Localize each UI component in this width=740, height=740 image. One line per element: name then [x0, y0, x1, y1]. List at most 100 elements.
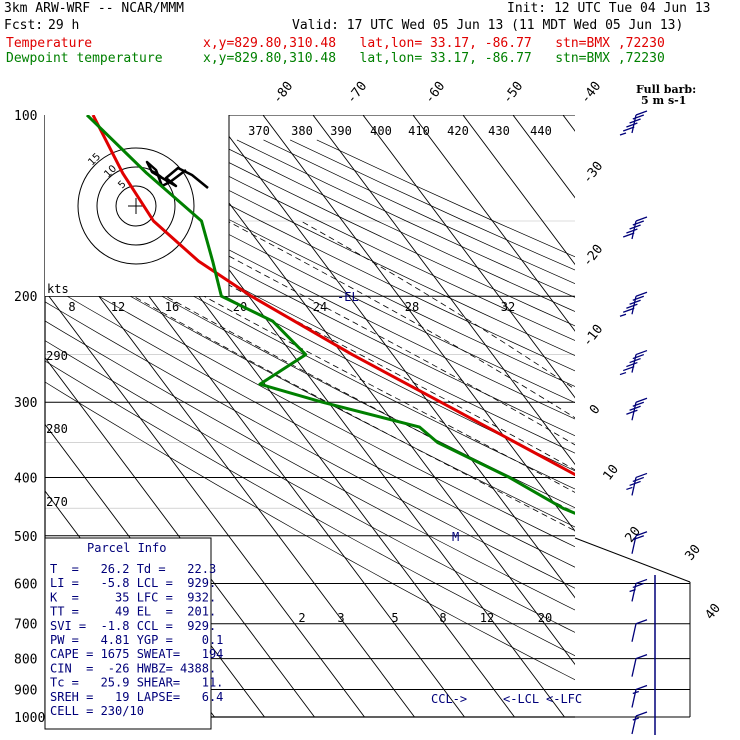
isotherm-label: -20 [580, 242, 606, 270]
parcel-info-row: CELL = 230/10 [50, 704, 144, 718]
mixing-ratio-label: 12 [480, 611, 494, 625]
pressure-tick-800: 800 [14, 653, 37, 668]
parcel-info-title: Parcel Info [87, 541, 166, 555]
wind-barb-900 [631, 684, 648, 708]
hodograph-ring [77, 147, 195, 265]
hodograph-ring [115, 185, 157, 227]
dry-adiabat [45, 282, 575, 568]
dry-adiabat [77, 139, 575, 387]
isotherm--10 [362, 115, 575, 399]
dry-adiabat-label: 280 [46, 422, 68, 436]
dewpoint-trace [85, 115, 575, 515]
diagram-grid [45, 115, 740, 718]
isotherm-40 [613, 115, 740, 717]
isotherm-label: -30 [580, 159, 606, 187]
wind-barbs [619, 110, 648, 735]
hodograph-trace [145, 160, 209, 189]
pressure-tick-600: 600 [14, 577, 37, 592]
isotherm--20 [312, 115, 575, 466]
wind-barb-700 [631, 619, 648, 642]
wind-barb-300 [626, 397, 648, 421]
theta-label: 370 [248, 124, 270, 138]
dewpoint-location: x,y=829.80,310.48 lat,lon= 33.17, -86.77… [203, 51, 665, 66]
isotherm--40 [212, 115, 575, 599]
hodograph-ring [96, 166, 176, 246]
moist-adiabat-label: 32 [501, 300, 515, 314]
dry-adiabat-label: 290 [46, 349, 68, 363]
moist-adiabat-label: 28 [405, 300, 419, 314]
init-time: Init: 12 UTC Tue 04 Jun 13 [507, 1, 711, 16]
parcel-info-row: CAPE = 1675 SWEAT= 194 [50, 647, 223, 661]
isotherm-30 [562, 115, 575, 132]
pressure-tick-700: 700 [14, 618, 37, 633]
dry-adiabat [45, 381, 575, 681]
forecast-hours: 29 h [48, 18, 80, 33]
wind-barb-100 [619, 110, 648, 136]
forecast-label: Fcst: [4, 18, 44, 33]
mixing-ratio-line [715, 583, 740, 717]
parcel-info-row: TT = 49 EL = 201. [50, 605, 216, 619]
pressure-tick-300: 300 [14, 396, 37, 411]
isotherm--100 [45, 290, 365, 718]
mixing-ratio-label: 8 [439, 611, 446, 625]
wind-barb-250 [619, 349, 648, 376]
pressure-tick-200: 200 [14, 290, 37, 305]
isotherm-label: 0 [587, 402, 604, 417]
pressure-tick-400: 400 [14, 471, 37, 486]
isotherm-label: -60 [422, 79, 448, 107]
dry-adiabat [316, 139, 575, 258]
theta-label: 410 [408, 124, 430, 138]
mixing-ratio-label: 2 [298, 611, 305, 625]
dry-adiabat [236, 139, 575, 298]
moist-adiabat [300, 220, 575, 390]
isotherm-label: -40 [578, 79, 604, 107]
dewpoint-legend-label: Dewpoint temperature [6, 51, 163, 66]
theta-label: 390 [330, 124, 352, 138]
wind-barb-800 [631, 654, 648, 677]
parcel-info-row: T = 26.2 Td = 22.3 [50, 562, 216, 576]
barb-key-title: Full barb: [636, 83, 696, 96]
isotherm-10 [462, 115, 575, 266]
isotherm-label: 40 [703, 601, 724, 623]
parcel-info-panel: Parcel Info T = 26.2 Td = 22.3LI = -5.8 L… [44, 537, 223, 730]
dry-adiabat [45, 320, 575, 611]
barb-key-unit: 5 m s-1 [641, 94, 686, 107]
mixing-ratio-label: 5 [391, 611, 398, 625]
dry-adiabat-label: 270 [46, 495, 68, 509]
right-edge-top [574, 537, 691, 583]
mixing-ratio-label: 3 [337, 611, 344, 625]
isotherm-label: 10 [601, 462, 622, 484]
wind-barb-400 [626, 472, 648, 496]
dry-adiabat [45, 301, 575, 589]
moist-adiabat-label: 16 [165, 300, 179, 314]
mixing-ratio-label: 20 [538, 611, 552, 625]
wind-barb-600 [629, 578, 648, 602]
parcel-info-box [44, 537, 212, 730]
dry-adiabat [45, 213, 575, 490]
moist-adiabat-label: 8 [68, 300, 75, 314]
isotherm-50 [663, 115, 740, 717]
lcl-marker: <-LCL [503, 692, 539, 706]
parcel-info-row: LI = -5.8 LCL = 929. [50, 576, 216, 590]
parcel-info-row: SREH = 19 LAPSE= 6.4 [50, 690, 223, 704]
moist-adiabat [163, 220, 575, 446]
dry-adiabat [210, 139, 575, 312]
parcel-info-row: Tc = 25.9 SHEAR= 11. [50, 676, 223, 690]
dry-adiabat [45, 360, 575, 657]
isotherm-label: -80 [270, 79, 296, 107]
wind-barb-150 [622, 216, 648, 240]
dry-adiabat [45, 230, 575, 509]
moist-adiabat [45, 244, 575, 532]
isotherm-label: -70 [344, 79, 370, 107]
model-title: 3km ARW-WRF -- NCAR/MMM [4, 1, 185, 16]
moist-adiabat-label: 12 [111, 300, 125, 314]
theta-label: 380 [291, 124, 313, 138]
dry-adiabat [45, 247, 575, 528]
theta-label: 400 [370, 124, 392, 138]
temperature-location: x,y=829.80,310.48 lat,lon= 33.17, -86.77… [203, 36, 665, 51]
dry-adiabat [45, 181, 575, 454]
el-marker: -EL [337, 290, 359, 304]
parcel-info-row: SVI = -1.8 CCL = 929. [50, 619, 216, 633]
moist-adiabat-label: 24 [313, 300, 327, 314]
